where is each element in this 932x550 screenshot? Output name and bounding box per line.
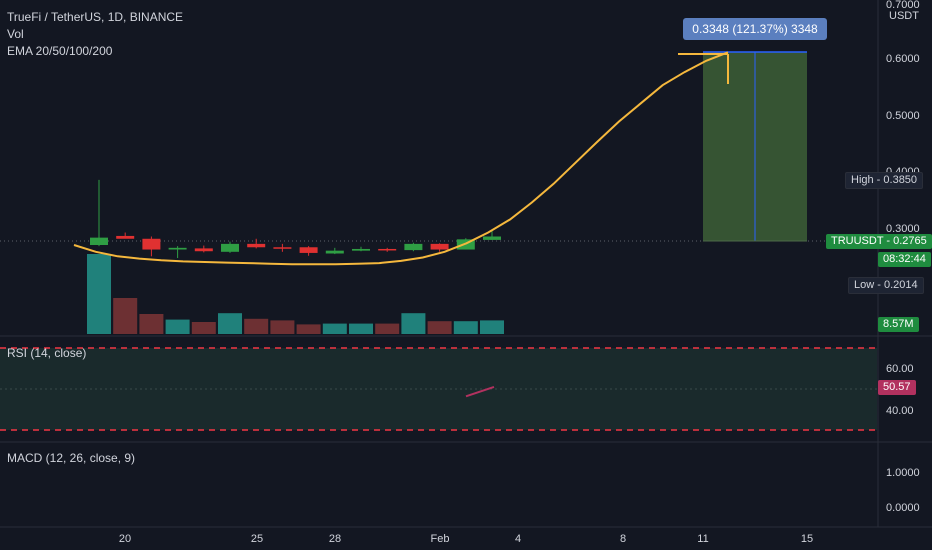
- time-tick-3: Feb: [431, 533, 450, 545]
- candle-body: [299, 247, 318, 253]
- rsi-tick-60: 60.00: [886, 363, 914, 375]
- time-tick-1: 25: [251, 533, 263, 545]
- candle-body: [168, 247, 187, 250]
- volume-badge: 8.57M: [878, 317, 919, 332]
- price-tick-2: 0.5000: [886, 110, 920, 122]
- volume-bar: [218, 313, 242, 334]
- rsi-value-badge: 50.57: [878, 380, 916, 395]
- volume-legend[interactable]: Vol: [7, 27, 24, 41]
- candle-body: [116, 235, 135, 239]
- volume-bar: [296, 324, 321, 334]
- price-tick-1: 0.6000: [886, 53, 920, 65]
- ema-legend[interactable]: EMA 20/50/100/200: [7, 44, 113, 58]
- volume-bar: [322, 323, 347, 334]
- time-tick-2: 28: [329, 533, 341, 545]
- candle-body: [273, 247, 292, 249]
- price-tick-4: 0.3000: [886, 223, 920, 235]
- ema-line: [73, 51, 729, 266]
- candle-body: [352, 248, 370, 251]
- candle-body: [325, 250, 344, 254]
- candle-body: [247, 243, 266, 248]
- candle-body: [378, 248, 397, 251]
- candles: [90, 179, 501, 259]
- volume-bar: [427, 321, 452, 334]
- low-badge: Low - 0.2014: [848, 277, 924, 294]
- macd-tick-1: 1.0000: [886, 467, 920, 479]
- volume-bar: [87, 254, 111, 334]
- candle-body: [142, 238, 161, 250]
- volume-bar: [165, 319, 190, 334]
- volume-bar: [270, 320, 295, 334]
- candle-body: [430, 243, 449, 250]
- candle-body: [90, 237, 108, 245]
- macd-tick-0: 0.0000: [886, 502, 920, 514]
- price-unit: USDT: [889, 10, 919, 22]
- symbol-price-badge: TRUUSDT - 0.2765: [826, 234, 932, 249]
- time-tick-7: 15: [801, 533, 813, 545]
- high-badge: High - 0.3850: [845, 172, 924, 189]
- volume-bar: [480, 320, 504, 334]
- macd-legend[interactable]: MACD (12, 26, close, 9): [7, 451, 136, 465]
- price-tick-0: 0.7000: [886, 0, 920, 11]
- candle-body: [483, 236, 501, 240]
- rsi-legend[interactable]: RSI (14, close): [7, 346, 87, 360]
- long-position-tool[interactable]: [703, 51, 807, 242]
- time-tick-5: 8: [620, 533, 626, 545]
- volume-bar: [349, 323, 373, 334]
- time-tick-6: 11: [697, 533, 708, 545]
- volume-bar: [113, 298, 138, 334]
- volume-bar: [375, 323, 400, 334]
- candle-body: [404, 243, 423, 251]
- volume-bars: [87, 254, 504, 334]
- countdown-badge: 08:32:44: [878, 252, 931, 267]
- candle-body: [221, 243, 239, 252]
- volume-bar: [139, 314, 164, 334]
- candle-body: [194, 248, 213, 252]
- volume-bar: [401, 313, 426, 334]
- rsi-line: [465, 385, 495, 398]
- time-tick-0: 20: [119, 533, 131, 545]
- volume-bar: [244, 318, 269, 334]
- volume-bar: [191, 322, 216, 334]
- position-tooltip: 0.3348 (121.37%) 3348: [683, 18, 827, 40]
- volume-bar: [453, 321, 478, 334]
- symbol-legend[interactable]: TrueFi / TetherUS, 1D, BINANCE: [7, 10, 184, 24]
- time-tick-4: 4: [515, 533, 521, 545]
- rsi-tick-40: 40.00: [886, 405, 914, 417]
